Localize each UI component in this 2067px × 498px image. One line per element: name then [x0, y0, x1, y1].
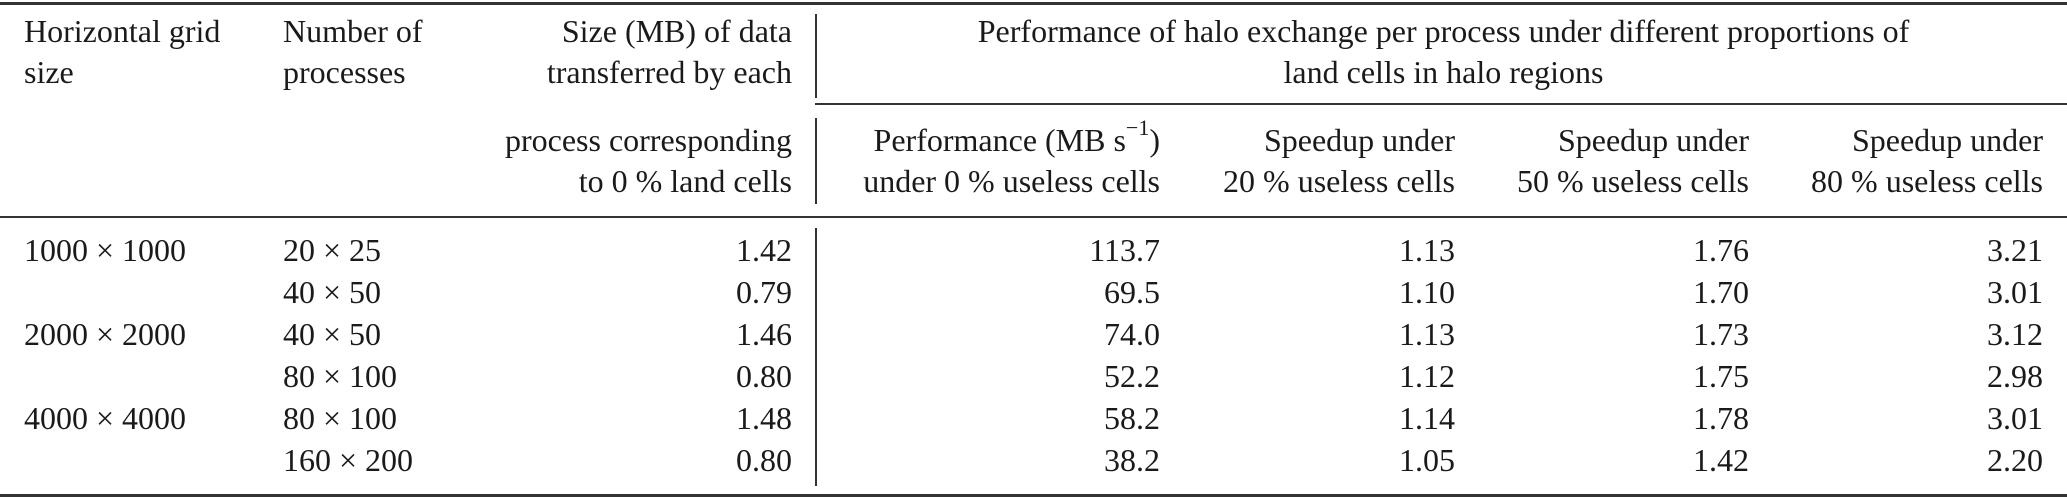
header-processes-line1: Number of — [283, 13, 423, 49]
cell-size: 1.46 — [736, 316, 792, 352]
top-rule — [0, 2, 2067, 5]
header-speedup20-line1: Speedup under — [1263, 122, 1455, 158]
cell-performance: 74.0 — [1104, 316, 1160, 352]
cell-grid: 2000 × 2000 — [24, 316, 187, 352]
header-performance-line2: under 0 % useless cells — [863, 163, 1160, 199]
header-size-line3: process corresponding — [504, 122, 792, 158]
cell-speedup80: 3.01 — [1987, 274, 2043, 310]
header-processes-line2: processes — [283, 54, 406, 90]
cell-size: 1.48 — [736, 400, 792, 436]
header-size-line2: transferred by each — [546, 54, 792, 90]
header-group-line2: land cells in halo regions — [1283, 54, 1604, 90]
cell-speedup80: 2.20 — [1987, 442, 2043, 478]
header-grid-size-line2: size — [24, 54, 74, 90]
cell-performance: 113.7 — [1089, 232, 1160, 268]
cell-size: 0.79 — [736, 274, 792, 310]
cell-speedup80: 3.01 — [1987, 400, 2043, 436]
header-performance-line1: Performance (MB s−1) — [873, 117, 1160, 161]
row-3: 2000 × 2000 40 × 50 1.46 74.0 1.13 1.73 … — [0, 313, 2067, 355]
header-speedup80-line1: Speedup under — [1851, 122, 2043, 158]
row-2: 40 × 50 0.79 69.5 1.10 1.70 3.01 — [0, 271, 2067, 313]
cell-speedup20: 1.10 — [1399, 274, 1455, 310]
cell-speedup20: 1.14 — [1399, 400, 1455, 436]
cell-speedup20: 1.13 — [1399, 232, 1455, 268]
header-speedup20-line2: 20 % useless cells — [1223, 163, 1455, 199]
cell-processes: 40 × 50 — [283, 316, 382, 352]
cell-grid: 1000 × 1000 — [24, 232, 187, 268]
cell-speedup20: 1.13 — [1399, 316, 1455, 352]
row-5: 4000 × 4000 80 × 100 1.48 58.2 1.14 1.78… — [0, 397, 2067, 439]
cell-size: 1.42 — [736, 232, 792, 268]
cell-speedup50: 1.76 — [1693, 232, 1749, 268]
header-performance-exponent: −1 — [1125, 115, 1150, 141]
header-speedup50-line1: Speedup under — [1557, 122, 1749, 158]
header-performance-close: ) — [1149, 122, 1160, 158]
header-grid-size-line1: Horizontal grid — [24, 13, 221, 49]
header-separator-bottom — [815, 118, 817, 204]
header-speedup50-line2: 50 % useless cells — [1517, 163, 1749, 199]
cell-speedup80: 2.98 — [1987, 358, 2043, 394]
cell-processes: 80 × 100 — [283, 400, 398, 436]
cell-speedup80: 3.12 — [1987, 316, 2043, 352]
header-group-line1: Performance of halo exchange per process… — [977, 13, 1910, 49]
header-size-line4: to 0 % land cells — [578, 163, 792, 199]
body-separator — [815, 228, 817, 486]
header-performance-label: Performance (MB s — [873, 122, 1126, 158]
header-rule — [0, 216, 2067, 218]
cell-processes: 160 × 200 — [283, 442, 414, 478]
row-4: 80 × 100 0.80 52.2 1.12 1.75 2.98 — [0, 355, 2067, 397]
row-6: 160 × 200 0.80 38.2 1.05 1.42 2.20 — [0, 439, 2067, 481]
cell-speedup50: 1.73 — [1693, 316, 1749, 352]
cell-grid: 4000 × 4000 — [24, 400, 187, 436]
cell-speedup50: 1.70 — [1693, 274, 1749, 310]
header-size-line1: Size (MB) of data — [561, 13, 792, 49]
cell-speedup50: 1.78 — [1693, 400, 1749, 436]
cell-processes: 20 × 25 — [283, 232, 382, 268]
cell-speedup20: 1.05 — [1399, 442, 1455, 478]
cell-speedup50: 1.75 — [1693, 358, 1749, 394]
cell-speedup50: 1.42 — [1693, 442, 1749, 478]
group-rule — [815, 103, 2067, 105]
cell-speedup80: 3.21 — [1987, 232, 2043, 268]
cell-performance: 69.5 — [1104, 274, 1160, 310]
cell-performance: 38.2 — [1104, 442, 1160, 478]
header-speedup80-line2: 80 % useless cells — [1811, 163, 2043, 199]
cell-speedup20: 1.12 — [1399, 358, 1455, 394]
cell-size: 0.80 — [736, 442, 792, 478]
bottom-rule — [0, 494, 2067, 497]
cell-processes: 80 × 100 — [283, 358, 398, 394]
cell-size: 0.80 — [736, 358, 792, 394]
cell-performance: 58.2 — [1104, 400, 1160, 436]
cell-processes: 40 × 50 — [283, 274, 382, 310]
row-1: 1000 × 1000 20 × 25 1.42 113.7 1.13 1.76… — [0, 229, 2067, 271]
header-separator-top — [815, 14, 817, 98]
cell-performance: 52.2 — [1104, 358, 1160, 394]
